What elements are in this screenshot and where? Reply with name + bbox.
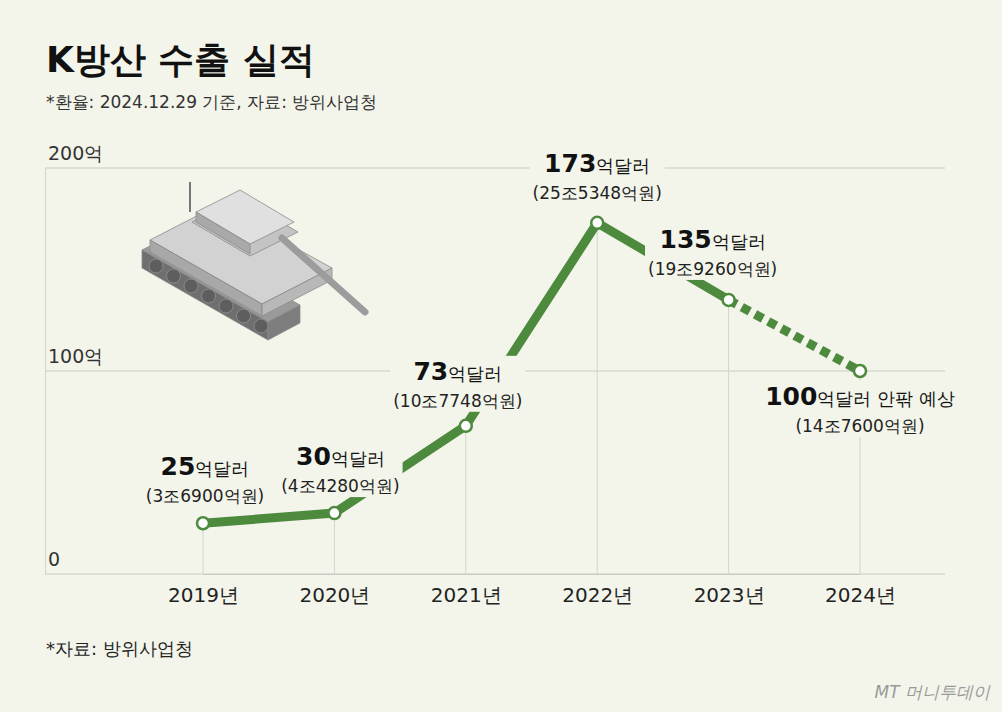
data-label-unit: 억달러 안팎 예상 (817, 388, 954, 409)
label-patch (143, 451, 267, 507)
won-label: (25조5348억원) (533, 183, 662, 203)
source: *자료: 방위사업청 (46, 638, 193, 659)
y-tick: 0 (45, 548, 60, 575)
data-label: 30억달러 (296, 442, 385, 471)
y-tick: 100억 (45, 345, 103, 372)
data-label-group: 73억달러 (10조7748억원) (390, 356, 525, 412)
data-label: 25억달러 (161, 452, 250, 481)
tank-wheel (219, 299, 233, 313)
data-label-group: 25억달러 (3조6900억원) (143, 451, 267, 507)
data-label: 173억달러 (544, 149, 650, 178)
data-label-group: 135억달러 (19조9260억원) (645, 224, 780, 280)
y-tick: 200억 (45, 142, 103, 169)
drop-line (203, 523, 204, 574)
y-axis-line (45, 169, 46, 575)
data-label-number: 100 (765, 382, 817, 411)
watermark: MT 머니투데이 (875, 682, 991, 702)
x-tick: 2023년 (694, 574, 765, 607)
label-patch (390, 356, 525, 412)
tank-wheel (254, 319, 268, 333)
y-tick-label: 200억 (48, 142, 103, 164)
drop-line (465, 426, 466, 574)
estimated-line (729, 300, 860, 371)
label-patch (278, 441, 402, 497)
drop-line (334, 513, 335, 574)
x-tick-label: 2024년 (825, 583, 896, 607)
x-tick: 2022년 (562, 574, 633, 607)
data-label-number: 173 (544, 149, 596, 178)
x-tick: 2020년 (299, 574, 370, 607)
grid (45, 168, 945, 574)
y-tick-label: 100억 (48, 345, 103, 367)
data-label: 100억달러 안팎 예상 (765, 382, 955, 411)
won-label: (14조7600억원) (795, 416, 924, 436)
x-axis: 2019년 2020년 2021년 2022년 2023년 2024년 (168, 574, 896, 607)
tank-wheel (167, 269, 181, 283)
x-axis-line (204, 574, 861, 575)
drop-line (728, 300, 729, 574)
y-axis: 0 100억 200억 (45, 142, 103, 575)
data-labels: 25억달러(3조6900억원)30억달러(4조4280억원)73억달러(10조7… (143, 148, 958, 507)
data-label-unit: 억달러 (448, 363, 502, 384)
tank-wheel (149, 259, 163, 273)
tank-wheel (184, 279, 198, 293)
data-label-number: 30 (296, 442, 331, 471)
data-label-unit: 억달러 (195, 458, 249, 479)
x-tick-label: 2022년 (562, 583, 633, 607)
point (591, 217, 603, 229)
x-tick: 2021년 (431, 574, 502, 607)
won-label: (10조7748억원) (393, 391, 522, 411)
background (0, 0, 1002, 712)
x-tick-label: 2019년 (168, 583, 239, 607)
tank-barrel (282, 238, 365, 312)
point (197, 517, 209, 529)
x-tick-label: 2023년 (694, 583, 765, 607)
data-label-number: 73 (413, 357, 448, 386)
tank-illustration (142, 182, 365, 340)
y-tick-label: 0 (48, 548, 60, 570)
tank-turret-side (196, 212, 250, 254)
data-label-group: 100억달러 안팎 예상 (14조7600억원) (762, 381, 958, 437)
point (328, 507, 340, 519)
point (723, 294, 735, 306)
x-tick: 2019년 (168, 574, 239, 607)
x-tick-label: 2020년 (299, 583, 370, 607)
won-label: (3조6900억원) (146, 486, 264, 506)
data-label-group: 173억달러 (25조5348억원) (530, 148, 665, 204)
data-label-group: 30억달러 (4조4280억원) (278, 441, 402, 497)
tank-antenna (189, 182, 191, 212)
point (460, 420, 472, 432)
data-label: 135억달러 (660, 225, 766, 254)
grid-line (45, 168, 945, 169)
won-label: (4조4280억원) (281, 476, 399, 496)
marks (197, 217, 866, 529)
data-label: 73억달러 (413, 357, 502, 386)
x-tick-label: 2021년 (431, 583, 502, 607)
label-patch (530, 148, 665, 204)
title: K방산 수출 실적 (46, 39, 315, 80)
x-tick: 2024년 (825, 574, 896, 607)
tank-wheel (237, 309, 251, 323)
label-patch (645, 224, 780, 280)
data-label-unit: 억달러 (596, 155, 650, 176)
won-label: (19조9260억원) (648, 259, 777, 279)
point (854, 365, 866, 377)
data-label-unit: 억달러 (712, 231, 766, 252)
label-patch (762, 381, 958, 437)
tank-wheel (202, 289, 216, 303)
drop-line (597, 223, 598, 574)
chart: K방산 수출 실적 *환율: 2024.12.29 기준, 자료: 방위사업청 0 1… (0, 0, 1002, 712)
grid-line (45, 574, 945, 575)
data-label-number: 25 (161, 452, 196, 481)
data-label-number: 135 (660, 225, 712, 254)
subtitle: *환율: 2024.12.29 기준, 자료: 방위사업청 (46, 92, 377, 112)
data-label-unit: 억달러 (331, 448, 385, 469)
